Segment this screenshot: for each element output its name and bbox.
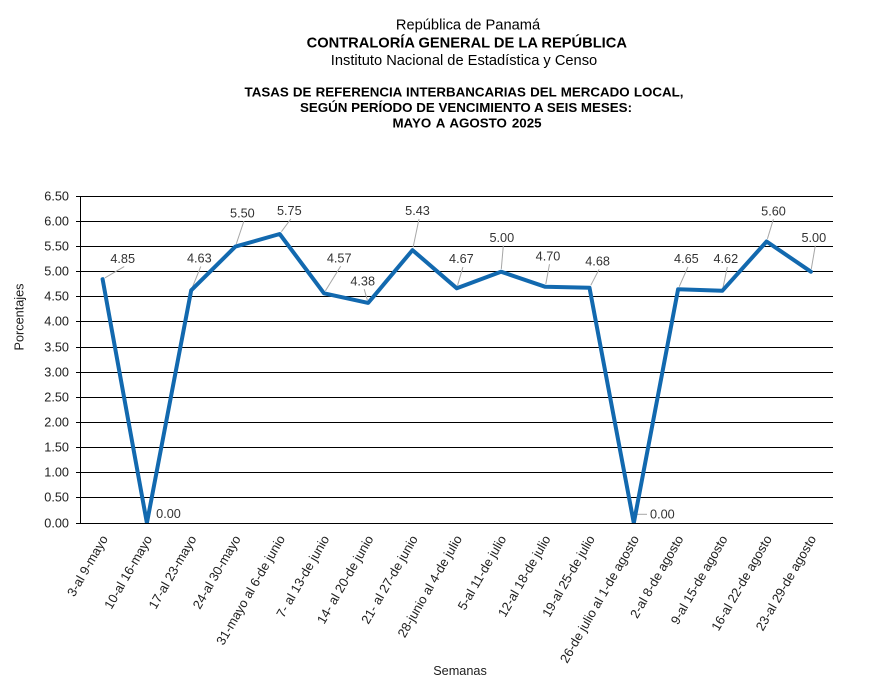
svg-text:1.00: 1.00 xyxy=(44,465,69,479)
svg-text:0.00: 0.00 xyxy=(44,516,69,530)
svg-text:República de Panamá: República de Panamá xyxy=(396,18,541,34)
svg-text:5.60: 5.60 xyxy=(761,204,786,218)
svg-text:5.43: 5.43 xyxy=(405,204,430,218)
svg-text:5.00: 5.00 xyxy=(801,231,826,245)
svg-text:1.50: 1.50 xyxy=(44,440,69,454)
svg-text:Semanas: Semanas xyxy=(433,664,487,678)
svg-text:3.00: 3.00 xyxy=(44,365,69,379)
svg-text:4.57: 4.57 xyxy=(327,251,352,265)
svg-text:CONTRALORÍA GENERAL DE LA REPÚ: CONTRALORÍA GENERAL DE LA REPÚBLICA xyxy=(307,33,628,51)
svg-text:5.50: 5.50 xyxy=(44,239,69,253)
svg-text:4.38: 4.38 xyxy=(350,274,375,288)
svg-text:4.65: 4.65 xyxy=(674,252,699,266)
svg-text:5.00: 5.00 xyxy=(44,264,69,278)
svg-text:5.00: 5.00 xyxy=(489,231,514,245)
svg-text:3.50: 3.50 xyxy=(44,340,69,354)
svg-text:MAYO A AGOSTO 2025: MAYO A AGOSTO 2025 xyxy=(392,116,542,131)
svg-text:6.00: 6.00 xyxy=(44,214,69,228)
svg-text:26-de julio al 1-de agosto: 26-de julio al 1-de agosto xyxy=(557,533,642,666)
svg-text:0.00: 0.00 xyxy=(156,507,181,521)
svg-text:4.00: 4.00 xyxy=(44,314,69,328)
svg-text:TASAS DE REFERENCIA INTERBANCA: TASAS DE REFERENCIA INTERBANCARIAS DEL M… xyxy=(245,85,684,100)
svg-text:4.68: 4.68 xyxy=(585,255,610,269)
svg-text:Instituto Nacional de Estadíst: Instituto Nacional de Estadística y Cens… xyxy=(331,53,597,69)
svg-text:2.00: 2.00 xyxy=(44,415,69,429)
svg-text:Porcentajes: Porcentajes xyxy=(13,284,27,351)
svg-text:0.50: 0.50 xyxy=(44,490,69,504)
svg-text:6.50: 6.50 xyxy=(44,189,69,203)
svg-text:4.70: 4.70 xyxy=(536,249,561,263)
svg-text:4.50: 4.50 xyxy=(44,289,69,303)
svg-text:2.50: 2.50 xyxy=(44,390,69,404)
svg-text:4.67: 4.67 xyxy=(449,252,474,266)
svg-text:SEGÚN PERÍODO DE VENCIMIENTO A: SEGÚN PERÍODO DE VENCIMIENTO A SEIS MESE… xyxy=(300,100,632,115)
svg-text:4.85: 4.85 xyxy=(110,252,135,266)
svg-text:5.75: 5.75 xyxy=(277,204,302,218)
svg-text:0.00: 0.00 xyxy=(650,508,675,522)
svg-text:5.50: 5.50 xyxy=(230,206,255,220)
svg-text:3-al 9-mayo: 3-al 9-mayo xyxy=(64,533,111,599)
svg-text:4.63: 4.63 xyxy=(187,252,212,266)
svg-text:4.62: 4.62 xyxy=(713,252,738,266)
